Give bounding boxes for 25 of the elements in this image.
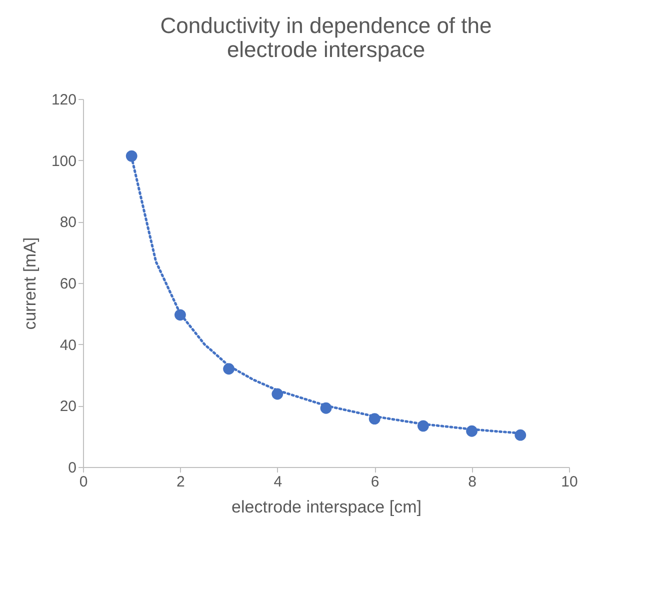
point xyxy=(126,150,138,162)
point xyxy=(418,420,429,432)
x-tick-label: 4 xyxy=(274,474,282,490)
point xyxy=(223,363,234,375)
point xyxy=(272,388,284,400)
x-axis-title: electrode interspace [cm] xyxy=(232,498,422,516)
y-tick-label: 120 xyxy=(51,92,76,108)
y-tick-label: 0 xyxy=(68,460,76,476)
point xyxy=(174,309,186,321)
point xyxy=(320,402,332,414)
point xyxy=(466,425,478,437)
x-tick-label: 10 xyxy=(561,474,578,490)
chart-title: Conductivity in dependence of the electrode interspace xyxy=(160,13,492,62)
x-tick-label: 0 xyxy=(79,474,88,490)
point xyxy=(514,429,526,441)
y-tick-label: 100 xyxy=(51,152,76,170)
y-tick-label: 60 xyxy=(60,276,76,292)
y-tick-label: 80 xyxy=(60,214,76,232)
y-tick-label: 20 xyxy=(60,398,76,416)
y-tick-label: 40 xyxy=(60,336,76,354)
x-tick-label: 2 xyxy=(176,474,185,490)
y-axis-title: current [mA] xyxy=(20,237,40,330)
point xyxy=(368,413,380,425)
x-tick-label: 8 xyxy=(468,474,476,490)
x-tick-label: 6 xyxy=(370,474,380,490)
